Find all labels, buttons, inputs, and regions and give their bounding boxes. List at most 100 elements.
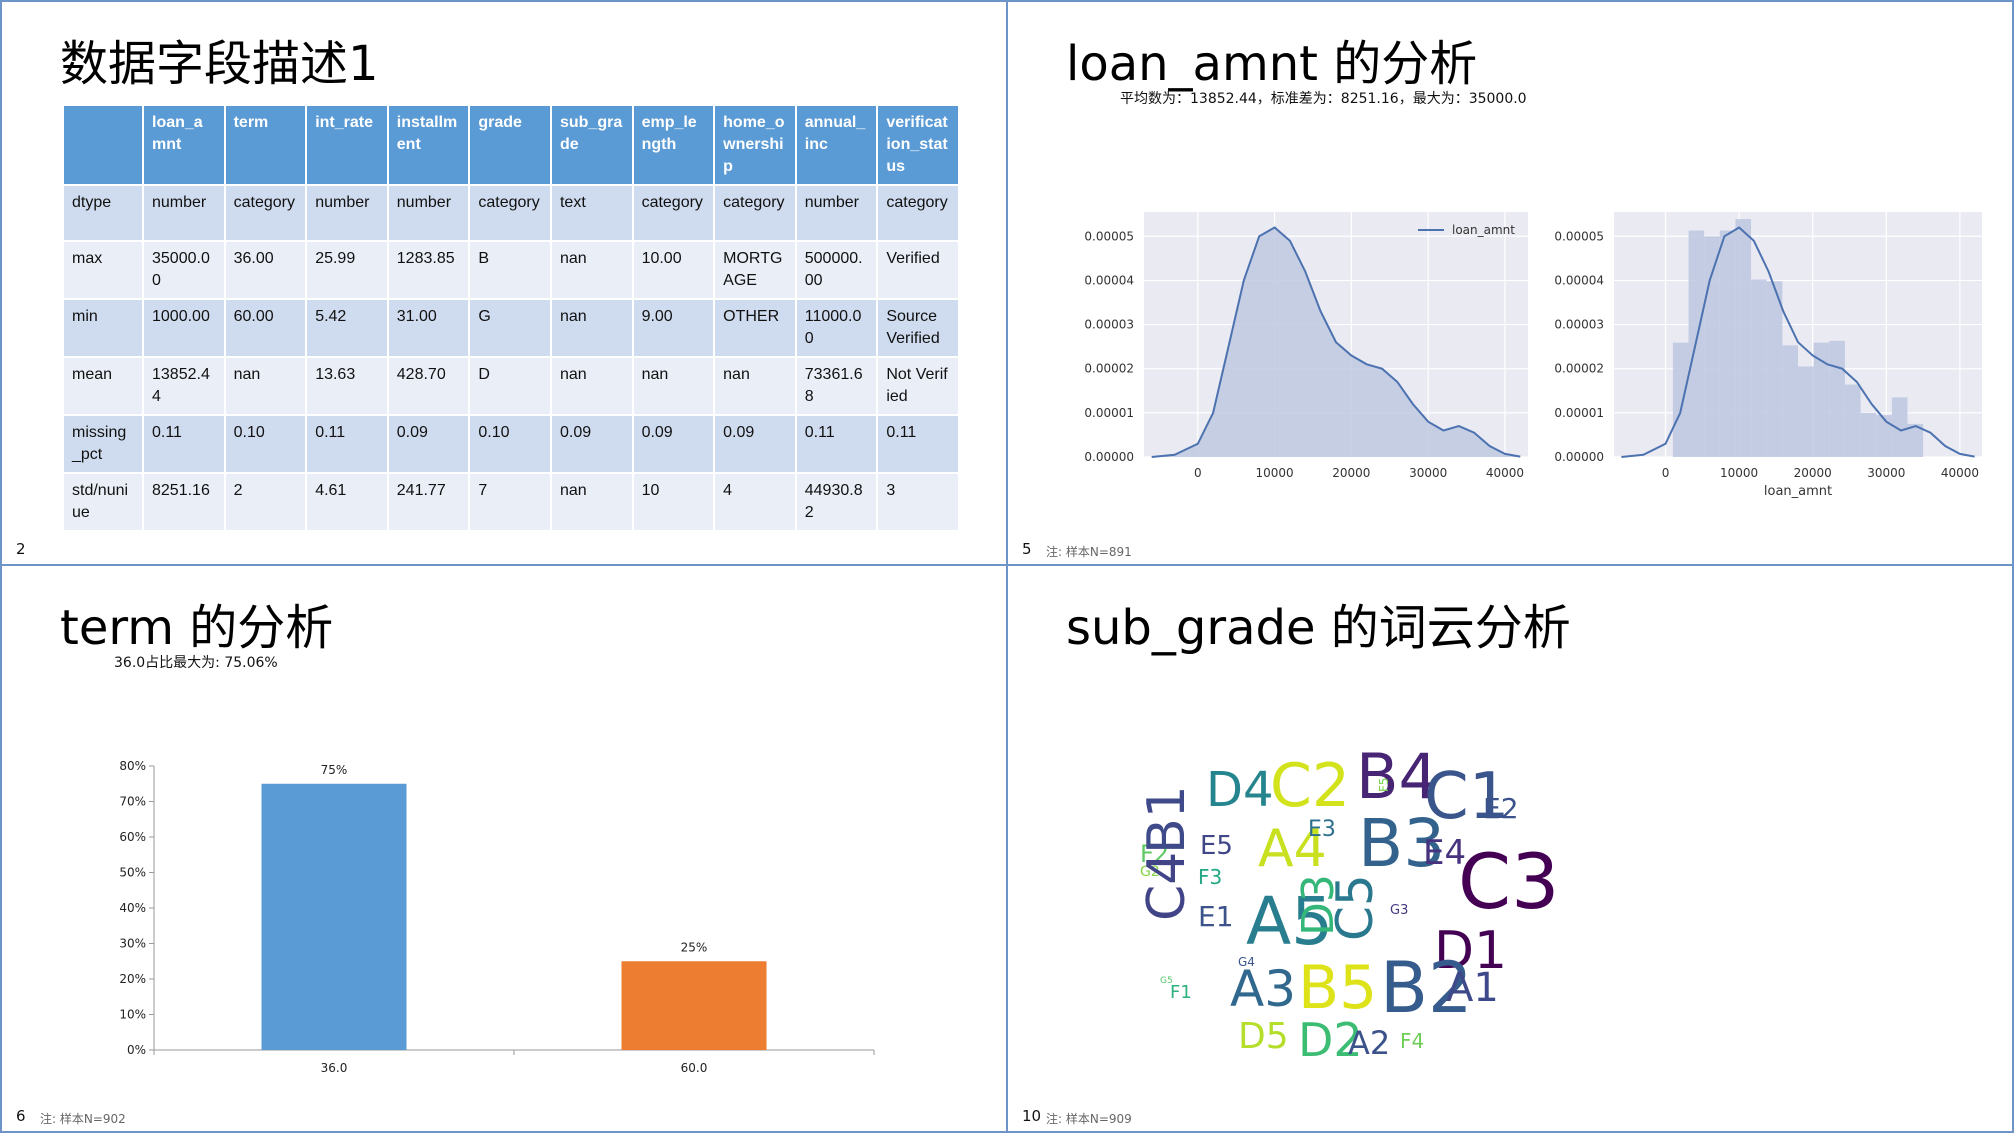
slide-title: sub_grade 的词云分析	[1066, 600, 1571, 656]
slide-sub-grade-wordcloud[interactable]: sub_grade 的词云分析 B4 C2 D4 C1 E2 F5 B3 A4 E5 E3 E4 F2…	[1006, 564, 2014, 1133]
row-label-cell: min	[64, 300, 142, 356]
table-cell: 9.00	[633, 300, 714, 356]
word-cloud-word: B5	[1298, 953, 1377, 1023]
word-cloud-word: F5	[1377, 777, 1391, 792]
word-cloud-word: C4	[1137, 852, 1197, 921]
y-tick-label: 0.00000	[1554, 450, 1604, 464]
table-cell: 0.09	[551, 416, 632, 472]
histogram-bar	[1844, 384, 1861, 457]
sample-note: 注: 样本N=891	[1046, 545, 1132, 559]
word-cloud-word: B4	[1356, 740, 1438, 813]
data-field-table: loan_amnt term int_rate installment grad…	[62, 104, 960, 532]
x-tick-label: 36.0	[321, 1061, 348, 1075]
histogram-bar	[1860, 412, 1877, 457]
table-cell: category	[878, 186, 958, 240]
word-cloud-word: C2	[1270, 751, 1350, 821]
table-row: std/nuniue 8251.16 2 4.61 241.77 7 nan 10 4 44930…	[64, 474, 958, 530]
slide-title: loan_amnt 的分析	[1066, 36, 1478, 92]
table-body: dtype number category number number category t…	[64, 186, 958, 530]
x-axis-label: loan_amnt	[1764, 484, 1832, 499]
table-cell: category	[225, 186, 306, 240]
word-cloud-word: B2	[1380, 947, 1473, 1029]
table-cell: category	[470, 186, 550, 240]
word-cloud-word: E3	[1308, 817, 1336, 842]
y-tick-label: 60%	[119, 830, 146, 844]
table-header-cell	[64, 106, 142, 184]
table-cell: 0.10	[225, 416, 306, 472]
word-cloud-word: D4	[1206, 762, 1274, 818]
word-cloud-word: F3	[1198, 865, 1222, 889]
row-label-cell: max	[64, 242, 142, 298]
histogram-bar	[1813, 342, 1830, 457]
slide-term[interactable]: term 的分析 36.0占比最大为: 75.06% 0% 10% 20% 30% 40…	[0, 564, 1008, 1133]
table-cell: nan	[715, 358, 795, 414]
table-cell: 3	[878, 474, 958, 530]
table-cell: 2	[225, 474, 306, 530]
table-cell: Not Verified	[878, 358, 958, 414]
table-cell: 25.99	[307, 242, 387, 298]
slide-data-fields[interactable]: 数据字段描述1 loan_amnt term int_rate installm…	[0, 0, 1008, 566]
table-header-cell: int_rate	[307, 106, 387, 184]
table-cell: 0.11	[144, 416, 224, 472]
table-cell: 35000.00	[144, 242, 224, 298]
table-cell: 4.61	[307, 474, 387, 530]
word-cloud-word: F4	[1400, 1029, 1424, 1053]
table-cell: 0.09	[388, 416, 469, 472]
table-cell: 0.09	[633, 416, 714, 472]
table-header-cell: grade	[470, 106, 550, 184]
table-cell: number	[307, 186, 387, 240]
y-tick-label: 10%	[119, 1008, 146, 1022]
x-tick-label: 10000	[1255, 466, 1293, 480]
table-cell: G	[470, 300, 550, 356]
word-cloud-word: E1	[1198, 900, 1234, 933]
word-cloud-word: B1	[1137, 785, 1197, 854]
table-header-cell: installment	[388, 106, 469, 184]
y-tick-label: 20%	[119, 972, 146, 986]
y-tick-label: 0.00001	[1084, 406, 1134, 420]
y-tick-label: 80%	[119, 759, 146, 773]
table-cell: D	[470, 358, 550, 414]
data-label: 75%	[321, 763, 348, 777]
histogram-bar	[1891, 397, 1908, 457]
table-header-cell: verification_status	[878, 106, 958, 184]
table-cell: 8251.16	[144, 474, 224, 530]
table-cell: nan	[225, 358, 306, 414]
histogram-bar	[1907, 423, 1924, 457]
table-cell: nan	[551, 474, 632, 530]
table-cell: 241.77	[388, 474, 469, 530]
x-tick-label: 60.0	[681, 1061, 708, 1075]
histogram-bar	[1798, 366, 1814, 457]
table-row: missing_pct 0.11 0.10 0.11 0.09 0.10 0.09 0.09 0…	[64, 416, 958, 472]
table-header-cell: annual_inc	[796, 106, 877, 184]
table-cell: 4	[715, 474, 795, 530]
term-bar-chart: 0% 10% 20% 30% 40% 50% 60% 70% 80% 75% 36.0 25% 60.0	[119, 759, 875, 1075]
y-tick-label: 0%	[127, 1043, 146, 1057]
y-tick-label: 0.00002	[1084, 362, 1134, 376]
sample-note: 注: 样本N=909	[1046, 1112, 1132, 1126]
word-cloud-word: F1	[1170, 982, 1192, 1003]
table-cell: B	[470, 242, 550, 298]
x-tick-label: 40000	[1941, 466, 1979, 480]
table-cell: category	[633, 186, 714, 240]
table-cell: 10.00	[633, 242, 714, 298]
table-cell: 428.70	[388, 358, 469, 414]
table-header-cell: sub_grade	[551, 106, 632, 184]
histogram-bar	[1782, 345, 1798, 457]
word-cloud-word: E4	[1423, 833, 1466, 873]
table-cell: 0.11	[878, 416, 958, 472]
x-tick-label: 40000	[1486, 466, 1524, 480]
y-tick-label: 30%	[119, 937, 146, 951]
slide-loan-amnt[interactable]: loan_amnt 的分析 平均数为：13852.44，标准差为：8251.16…	[1006, 0, 2014, 566]
word-cloud-word: B3	[1358, 805, 1445, 882]
kde-chart: 0 10000 20000 30000 40000 0.00000 0.00001 0.000…	[1084, 212, 1528, 480]
page-number: 10	[1022, 1107, 1042, 1125]
y-tick-label: 0.00005	[1084, 229, 1134, 243]
table-cell: 10	[633, 474, 714, 530]
word-cloud-word: C3	[1458, 837, 1559, 926]
table-cell: 73361.68	[796, 358, 877, 414]
table-cell: 5.42	[307, 300, 387, 356]
word-cloud-word: E2	[1483, 792, 1519, 825]
table-cell: 11000.00	[796, 300, 877, 356]
word-cloud-word: F2	[1140, 840, 1169, 868]
